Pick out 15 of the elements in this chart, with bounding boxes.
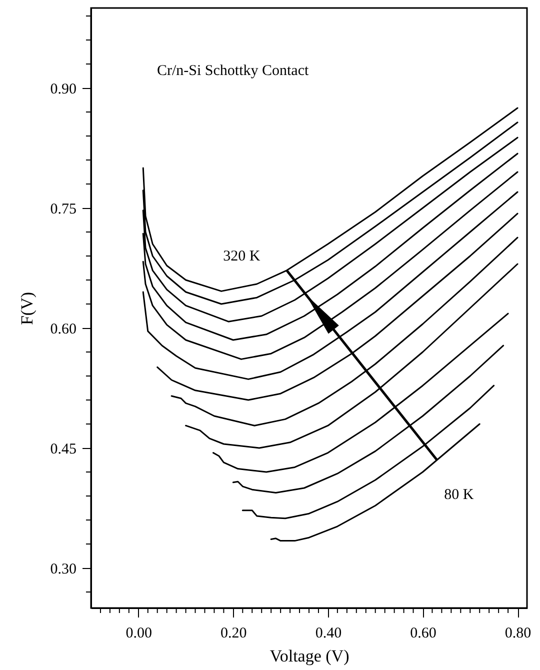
- y-tick-label: 0.60: [50, 322, 76, 338]
- y-tick-label: 0.45: [50, 442, 76, 458]
- x-tick-label: 0.00: [126, 626, 152, 642]
- x-tick-label: 0.80: [504, 626, 532, 642]
- x-tick-label: 0.20: [220, 626, 247, 642]
- y-axis-title: F(V): [17, 292, 36, 326]
- annotation: Cr/n-Si Schottky Contact: [157, 63, 310, 79]
- x-tick-label: 0.40: [315, 626, 342, 642]
- x-axis-title: Voltage (V): [270, 646, 350, 666]
- y-tick-label: 0.30: [50, 562, 76, 578]
- x-tick-label: 0.60: [410, 626, 436, 642]
- annotation: 320 K: [223, 248, 260, 264]
- annotation: 80 K: [444, 487, 474, 503]
- y-tick-label: 0.90: [50, 82, 76, 98]
- y-tick-label: 0.75: [50, 202, 76, 218]
